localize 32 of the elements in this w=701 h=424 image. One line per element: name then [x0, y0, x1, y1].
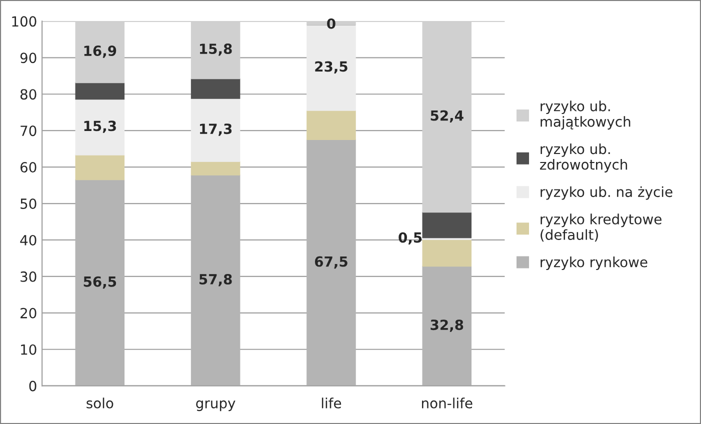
- y-tick-label: 60: [20, 162, 36, 173]
- legend-label: ryzyko ub. majątkowych: [540, 100, 630, 130]
- y-tick-label: 20: [20, 308, 36, 318]
- y-tick-label: 40: [20, 234, 36, 246]
- data-label: 32,8: [430, 320, 464, 332]
- y-tick-label: 100: [12, 16, 36, 27]
- data-label: 15,8: [200, 44, 232, 56]
- data-label: 17,3: [200, 124, 232, 136]
- x-tick-label: life: [322, 398, 342, 408]
- x-tick-label: solo: [86, 398, 114, 408]
- y-tick-label: 0: [29, 380, 36, 392]
- legend-label: ryzyko kredytowe (default): [540, 214, 662, 242]
- data-label: 16,9: [84, 46, 116, 58]
- legend-label: ryzyko ub. na życie: [540, 186, 672, 200]
- y-tick-label: 10: [21, 344, 36, 355]
- legend-label: ryzyko ub. zdrowotnych: [540, 143, 628, 172]
- y-tick-label: 70: [20, 126, 36, 136]
- x-tick-label: grupy: [196, 400, 236, 412]
- y-tick-label: 30: [20, 271, 36, 282]
- x-tick-label: non-life: [422, 398, 472, 408]
- data-label: 67,5: [314, 256, 348, 269]
- data-label: 57,8: [199, 274, 232, 286]
- data-label: 23,5: [315, 61, 348, 74]
- y-tick-label: 80: [20, 89, 36, 100]
- data-label: 0,5: [398, 232, 422, 245]
- data-label: 56,5: [84, 276, 116, 289]
- y-tick-label: 50: [20, 198, 36, 209]
- data-label: 52,4: [430, 110, 464, 123]
- data-label: 0: [327, 18, 336, 29]
- y-tick-label: 90: [20, 52, 36, 64]
- data-label: 15,3: [84, 120, 116, 133]
- legend-label: ryzyko rynkowe: [540, 256, 648, 270]
